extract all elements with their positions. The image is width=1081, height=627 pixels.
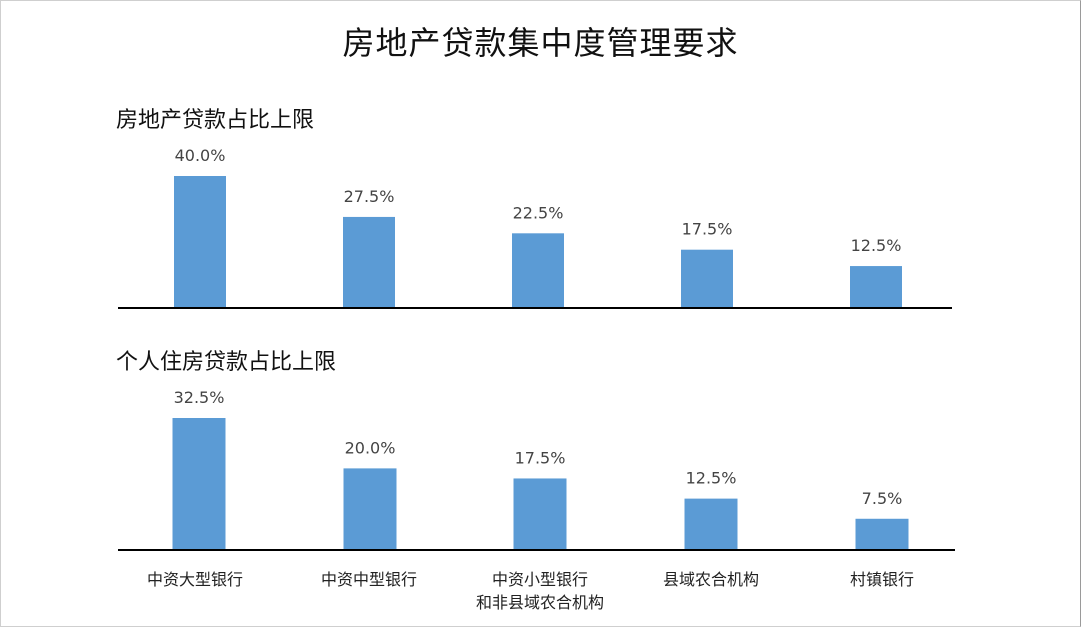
bar <box>513 478 567 549</box>
data-label: 12.5% <box>686 469 737 488</box>
chart-2: 32.5% 20.0% 17.5% 12.5% 7.5% <box>118 388 955 551</box>
bar <box>343 468 397 549</box>
data-label: 17.5% <box>515 448 566 467</box>
data-label: 32.5% <box>174 388 225 407</box>
bar <box>855 518 909 549</box>
data-label: 7.5% <box>862 489 903 508</box>
tick-label: 县域农合机构 <box>663 570 759 589</box>
bar <box>684 498 738 549</box>
tick-label: 中资大型银行 <box>147 570 243 589</box>
data-label: 17.5% <box>682 220 733 239</box>
tick-label: 村镇银行 <box>850 570 914 589</box>
bar <box>174 176 226 307</box>
main-title: 房地产贷款集中度管理要求 <box>342 24 739 62</box>
data-label: 40.0% <box>175 146 226 165</box>
tick-label: 中资中型银行 <box>321 570 417 589</box>
chart-2-title: 个人住房贷款占比上限 <box>116 350 337 375</box>
data-label: 20.0% <box>345 438 396 457</box>
data-label: 27.5% <box>344 187 395 206</box>
bar <box>681 249 733 307</box>
tick-label: 和非县域农合机构 <box>476 593 604 612</box>
bar <box>343 216 395 307</box>
tick-label: 中资小型银行 <box>492 570 588 589</box>
bar <box>512 233 564 307</box>
bar <box>850 266 902 307</box>
bar <box>172 418 226 549</box>
chart-1-title: 房地产贷款占比上限 <box>116 108 315 133</box>
data-label: 12.5% <box>851 236 902 255</box>
data-label: 22.5% <box>513 203 564 222</box>
chart-1: 40.0% 27.5% 22.5% 17.5% 12.5% <box>118 146 952 309</box>
